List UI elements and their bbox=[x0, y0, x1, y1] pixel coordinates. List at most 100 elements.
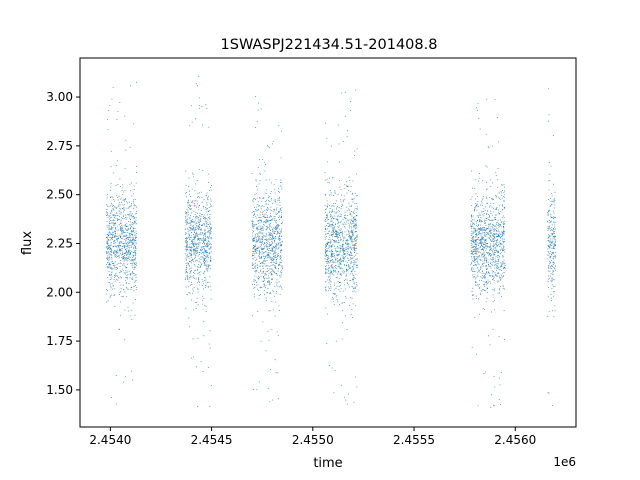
data-point bbox=[135, 233, 137, 234]
data-point bbox=[330, 234, 332, 236]
data-point bbox=[473, 256, 475, 258]
data-point bbox=[500, 222, 502, 223]
data-point bbox=[275, 371, 277, 373]
data-point bbox=[118, 196, 120, 198]
data-point bbox=[129, 228, 131, 230]
data-point bbox=[188, 234, 190, 236]
data-point bbox=[206, 267, 208, 269]
data-point bbox=[107, 289, 108, 291]
data-point bbox=[268, 217, 270, 218]
data-point bbox=[195, 302, 197, 304]
data-point bbox=[470, 225, 472, 227]
data-point bbox=[482, 195, 484, 197]
data-point bbox=[190, 247, 192, 248]
data-point bbox=[352, 317, 353, 318]
data-point bbox=[484, 273, 486, 275]
data-point bbox=[121, 248, 123, 250]
data-point bbox=[111, 238, 113, 240]
data-point bbox=[114, 274, 116, 276]
data-point bbox=[551, 288, 553, 289]
data-point bbox=[326, 272, 328, 274]
data-point bbox=[206, 242, 208, 244]
data-point bbox=[106, 248, 108, 249]
data-point bbox=[189, 273, 191, 274]
data-point bbox=[254, 193, 256, 195]
data-point bbox=[274, 188, 276, 190]
data-point bbox=[474, 231, 476, 233]
data-point bbox=[194, 258, 195, 259]
data-point bbox=[185, 217, 187, 219]
data-point bbox=[267, 208, 269, 210]
data-point bbox=[120, 237, 121, 238]
data-point bbox=[551, 193, 553, 195]
data-point bbox=[553, 262, 555, 264]
data-point bbox=[128, 256, 130, 258]
data-point bbox=[349, 237, 351, 239]
data-point bbox=[264, 170, 266, 172]
data-point bbox=[493, 238, 494, 240]
data-point bbox=[254, 245, 256, 247]
data-point bbox=[495, 219, 497, 221]
data-point bbox=[252, 239, 254, 241]
data-point bbox=[482, 255, 484, 257]
data-point bbox=[255, 270, 257, 272]
data-point bbox=[203, 217, 205, 219]
data-point bbox=[133, 202, 134, 204]
data-point bbox=[338, 278, 340, 280]
data-point bbox=[197, 246, 199, 247]
data-point bbox=[133, 272, 135, 274]
data-point bbox=[271, 274, 272, 276]
data-point bbox=[355, 231, 357, 232]
data-point bbox=[107, 194, 108, 196]
data-point bbox=[193, 205, 195, 207]
data-point bbox=[198, 261, 200, 263]
data-point bbox=[133, 217, 135, 219]
data-point bbox=[114, 240, 116, 242]
data-point bbox=[123, 247, 125, 249]
data-point bbox=[258, 235, 260, 237]
data-point bbox=[345, 297, 347, 299]
data-point bbox=[350, 246, 352, 248]
data-point bbox=[111, 267, 113, 269]
data-point bbox=[497, 229, 499, 231]
data-point bbox=[548, 247, 550, 249]
data-point bbox=[280, 273, 282, 275]
data-point bbox=[135, 238, 136, 239]
data-point bbox=[502, 288, 504, 289]
data-point bbox=[495, 174, 497, 176]
data-point bbox=[279, 185, 281, 187]
data-point bbox=[337, 216, 339, 217]
data-point bbox=[205, 239, 207, 241]
data-point bbox=[476, 251, 478, 253]
data-point bbox=[349, 191, 351, 193]
data-point bbox=[258, 229, 260, 231]
data-point bbox=[135, 299, 137, 300]
data-point bbox=[477, 284, 478, 286]
data-point bbox=[201, 256, 203, 258]
data-point bbox=[197, 180, 199, 181]
data-point bbox=[186, 249, 188, 250]
data-point bbox=[471, 246, 473, 248]
data-point bbox=[503, 224, 505, 225]
data-point bbox=[502, 221, 504, 223]
data-point bbox=[261, 262, 263, 263]
data-point bbox=[109, 245, 111, 246]
data-point bbox=[121, 271, 122, 273]
data-point bbox=[341, 245, 343, 247]
data-point bbox=[270, 257, 272, 259]
data-point bbox=[127, 237, 128, 239]
data-point bbox=[334, 248, 336, 250]
data-point bbox=[255, 224, 257, 226]
data-point bbox=[481, 227, 483, 229]
data-point bbox=[356, 267, 358, 269]
data-point bbox=[470, 253, 472, 255]
data-point bbox=[280, 209, 281, 211]
data-point bbox=[107, 277, 109, 278]
data-point bbox=[551, 224, 553, 226]
data-point bbox=[339, 260, 341, 262]
data-point bbox=[275, 238, 277, 240]
data-point bbox=[209, 233, 211, 235]
data-point bbox=[552, 210, 554, 212]
data-point bbox=[118, 238, 119, 240]
data-point bbox=[335, 277, 337, 278]
